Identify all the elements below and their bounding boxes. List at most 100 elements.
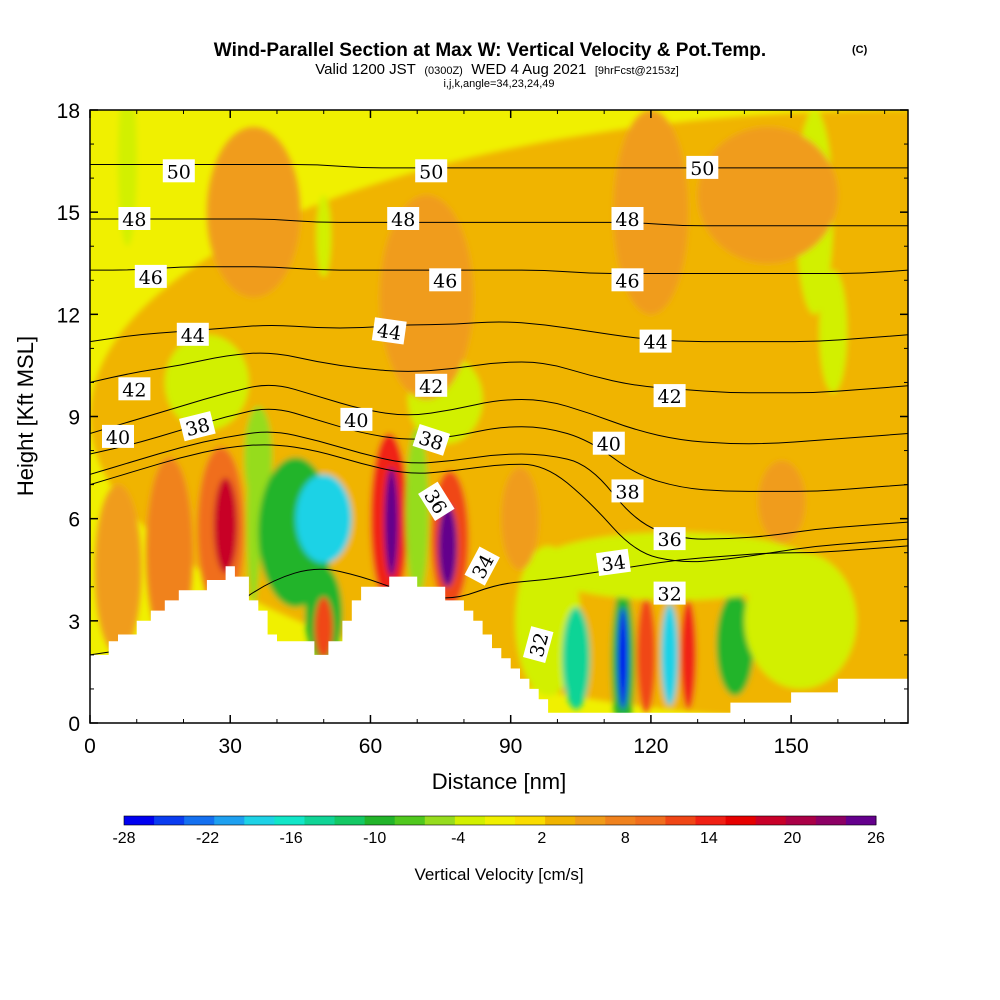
contour-label-box: [429, 268, 462, 292]
contour-label-text: 50: [167, 161, 191, 183]
contour-label-box: [412, 423, 451, 456]
contour-label-text: 44: [644, 332, 668, 354]
colorbar-tick-label: -22: [196, 830, 219, 847]
x-axis-label: Distance [nm]: [432, 769, 567, 794]
chart-copyright: (C): [852, 44, 868, 56]
contour-label-box: [102, 424, 134, 448]
contour-label-box: [611, 479, 644, 503]
contour-label-44: 44: [176, 322, 209, 347]
colorbar-tick-label: -4: [451, 830, 465, 847]
velocity-cell-17: [164, 334, 249, 431]
velocity-cell-8: [295, 474, 352, 563]
contour-label-text: 44: [376, 320, 403, 345]
colorbar-swatch: [244, 816, 275, 825]
x-tick-label: 30: [219, 735, 242, 758]
chart-subtitle: Valid 1200 JST (0300Z) WED 4 Aug 2021 [9…: [315, 61, 679, 78]
contour-label-box: [118, 377, 151, 401]
contour-label-50: 50: [686, 155, 719, 180]
contour-label-50: 50: [415, 159, 448, 183]
velocity-cell-12: [384, 467, 399, 577]
y-axis-label: Height [Kft MSL]: [13, 336, 38, 496]
velocity-cell-15: [438, 505, 457, 587]
contour-label-34: 34: [595, 548, 631, 576]
contour-label-40: 40: [102, 424, 134, 449]
contour-label-box: [415, 159, 448, 183]
y-tick-label: 9: [68, 407, 80, 430]
contour-label-42: 42: [653, 384, 686, 408]
colorbar-swatch: [124, 816, 155, 825]
velocity-cell-19: [562, 607, 591, 710]
contour-label-text: 46: [433, 270, 457, 292]
colorbar-frame: [123, 815, 877, 826]
colorbar-tick-label: -16: [280, 830, 303, 847]
contour-label-text: 42: [658, 386, 682, 408]
valid-date: WED 4 Aug 2021: [471, 61, 586, 78]
contour-label-46: 46: [611, 268, 644, 292]
contour-label-box: [118, 207, 151, 230]
contour-label-box: [653, 581, 686, 605]
colorbar-swatch: [214, 816, 245, 825]
contour-label-text: 42: [122, 379, 146, 401]
contour-label-box: [179, 411, 216, 442]
contour-label-box: [611, 207, 644, 230]
velocity-cell-24: [680, 600, 697, 710]
contour-label-36: 36: [653, 527, 686, 551]
contour-label-text: 34: [600, 551, 627, 576]
velocity-cell-28: [758, 460, 806, 543]
velocity-cell-36: [379, 195, 474, 400]
contour-label-box: [340, 407, 373, 431]
velocity-cell-31: [316, 195, 332, 277]
velocity-cell-2: [213, 477, 238, 574]
colorbar-tick-label: -28: [112, 830, 135, 847]
contour-label-box: [592, 431, 625, 455]
contour-label-42: 42: [415, 373, 448, 398]
contour-label-text: 46: [139, 267, 163, 289]
contour-label-text: 40: [344, 410, 368, 432]
forecast-info: [9hrFcst@2153z]: [595, 65, 679, 77]
contour-label-text: 50: [690, 158, 714, 180]
contour-label-text: 48: [122, 209, 146, 231]
colorbar-tick-labels: -28 -22 -16 -10 -4 2 8 14 20 26: [112, 830, 885, 847]
colorbar-swatch: [725, 816, 757, 825]
contour-label-text: 32: [658, 584, 682, 606]
velocity-cell-4: [94, 484, 142, 655]
theta-contour-36: [90, 431, 908, 540]
contour-label-48: 48: [387, 207, 420, 231]
theta-contour-50: [90, 164, 908, 169]
grid-parameters: i,j,k,angle=34,23,24,49: [443, 78, 554, 90]
theta-contour-40: [90, 384, 908, 445]
x-axis-ticks: 0 30 60 90 120 150: [84, 110, 886, 758]
colorbar-tick-label: -10: [363, 830, 386, 847]
colorbar-swatch: [364, 816, 396, 825]
colorbar-swatch: [394, 816, 426, 825]
contour-label-48: 48: [118, 207, 151, 231]
contour-label-box: [418, 481, 455, 521]
colorbar-swatch: [605, 816, 636, 825]
colorbar-tick-label: 8: [621, 830, 630, 847]
theta-contour-48: [90, 218, 908, 227]
velocity-cell-25: [716, 593, 754, 696]
colorbar-tick-label: 2: [537, 830, 546, 847]
contour-label-box: [176, 322, 209, 346]
colorbar-swatch: [785, 816, 817, 825]
colorbar-swatch: [755, 816, 787, 825]
colorbar-swatch: [424, 816, 456, 825]
contour-label-box: [522, 626, 554, 664]
contour-label-box: [134, 264, 167, 288]
colorbar-swatch: [184, 816, 215, 825]
contour-label-text: 48: [615, 209, 639, 231]
theta-contour-34: [90, 444, 908, 563]
contour-label-box: [611, 268, 644, 292]
contour-label-box: [415, 373, 448, 397]
colorbar-swatch: [815, 816, 847, 825]
y-tick-label: 12: [57, 304, 80, 327]
contour-label-text: 36: [658, 529, 682, 551]
contour-label-box: [464, 546, 500, 586]
colorbar-swatch: [515, 816, 546, 825]
valid-time: Valid 1200 JST: [315, 61, 416, 78]
colorbar: [123, 815, 877, 826]
